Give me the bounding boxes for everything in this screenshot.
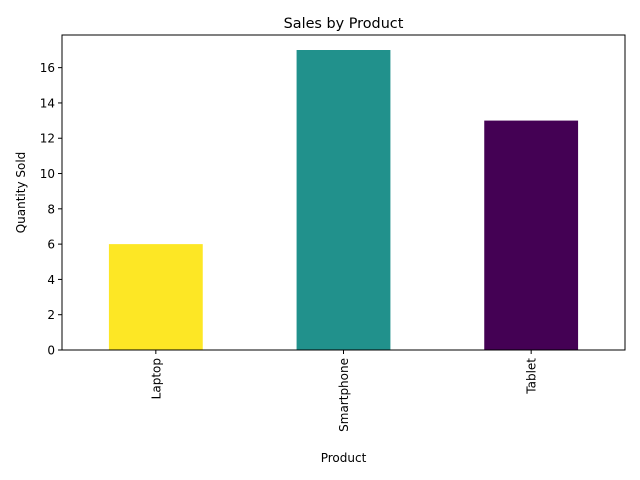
bar-laptop	[108, 244, 203, 350]
y-tick-label: 12	[40, 132, 55, 146]
y-tick-label: 0	[47, 344, 55, 358]
y-tick-label: 2	[47, 308, 55, 322]
x-tick-label-laptop: Laptop	[149, 358, 163, 399]
x-tick-label-tablet: Tablet	[525, 358, 539, 395]
y-axis-label: Quantity Sold	[14, 152, 28, 234]
bar-smartphone	[296, 50, 391, 350]
y-tick-label: 8	[47, 202, 55, 216]
chart-title: Sales by Product	[284, 16, 404, 32]
x-tick-label-smartphone: Smartphone	[337, 358, 351, 432]
bars-group	[108, 50, 579, 351]
x-axis-label: Product	[321, 451, 367, 465]
y-tick-label: 6	[47, 238, 55, 252]
y-axis: 0 2 4 6 8 10 12 14 16	[40, 61, 62, 358]
y-tick-label: 16	[40, 61, 55, 75]
bar-tablet	[484, 120, 579, 351]
y-tick-label: 4	[47, 273, 55, 287]
y-tick-label: 14	[40, 96, 55, 110]
x-axis: Laptop Smartphone Tablet	[149, 350, 539, 432]
y-tick-label: 10	[40, 167, 55, 181]
plot-frame	[61, 34, 626, 351]
